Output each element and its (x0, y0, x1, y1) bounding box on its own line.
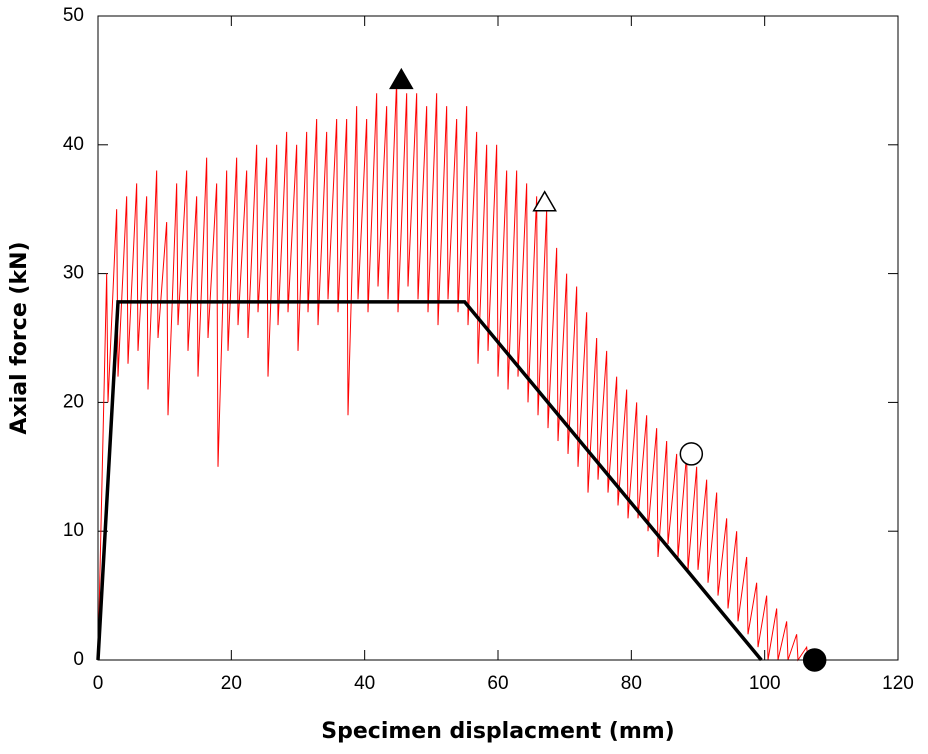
x-tick-label: 60 (487, 673, 508, 694)
y-tick-label: 20 (63, 391, 84, 412)
x-tick-label: 40 (354, 673, 375, 694)
y-tick-label: 0 (73, 649, 84, 670)
marker-triangle (389, 67, 414, 90)
y-tick-label: 30 (63, 263, 84, 284)
x-tick-label: 100 (749, 673, 781, 694)
y-axis-label: Axial force (kN) (7, 241, 32, 434)
y-tick-label: 40 (63, 134, 84, 155)
plot-frame (97, 15, 899, 661)
x-tick-label: 20 (221, 673, 242, 694)
marker-triangle (532, 190, 557, 212)
marker-circle (679, 442, 704, 466)
y-tick-label: 10 (63, 520, 84, 541)
data-line (97, 80, 838, 662)
data-line (96, 300, 763, 662)
x-tick-label: 120 (882, 673, 914, 694)
x-axis-label: Specimen displacment (mm) (321, 719, 674, 744)
x-tick-label: 0 (93, 673, 104, 694)
x-tick-label: 80 (621, 673, 642, 694)
y-tick-label: 50 (63, 5, 84, 26)
